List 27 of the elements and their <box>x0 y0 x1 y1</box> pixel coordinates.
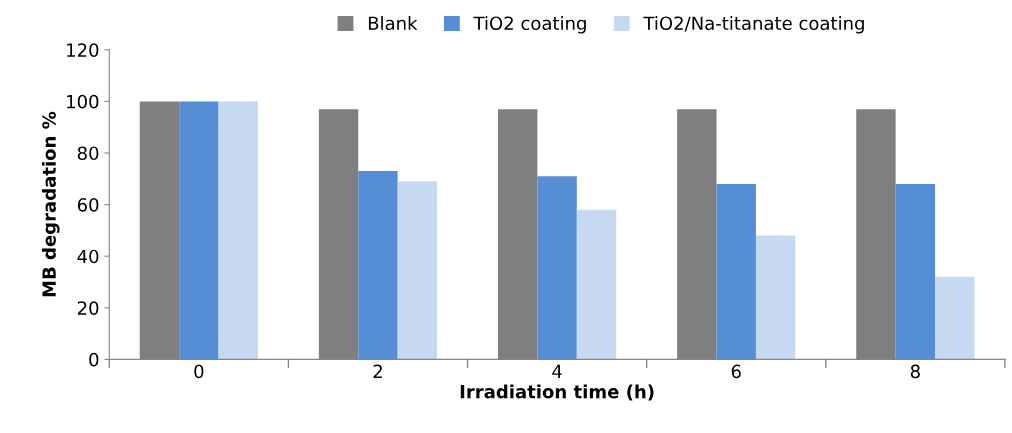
bar <box>935 276 975 360</box>
bar <box>755 235 796 360</box>
y-tick-label: 40 <box>77 249 99 264</box>
y-tick-label: 20 <box>77 301 99 315</box>
bar <box>358 171 398 360</box>
bar <box>397 181 438 360</box>
bar <box>537 176 577 360</box>
x-tick-label: 2 <box>373 364 382 378</box>
y-tick-label: 0 <box>89 352 99 367</box>
x-tick-label: 0 <box>194 364 204 379</box>
bar <box>576 209 617 360</box>
y-tick-label: 100 <box>67 94 99 109</box>
x-tick-label: 6 <box>731 364 741 379</box>
bar <box>218 101 258 360</box>
bar <box>179 101 219 360</box>
y-tick-label: 60 <box>77 198 99 212</box>
y-tick-label: 120 <box>67 43 99 57</box>
legend-label: TiO2/Na-titanate coating <box>643 16 864 34</box>
x-tick-label: 4 <box>552 364 562 378</box>
x-tick-label: 8 <box>910 364 920 379</box>
y-axis-title: MB degradation % <box>41 111 60 297</box>
legend-label: TiO2 coating <box>473 16 586 34</box>
x-axis-title: Irradiation time (h) <box>460 384 654 401</box>
bar <box>895 183 936 360</box>
bar <box>716 183 756 360</box>
legend-label: Blank <box>368 16 418 31</box>
y-tick-label: 80 <box>77 146 99 161</box>
